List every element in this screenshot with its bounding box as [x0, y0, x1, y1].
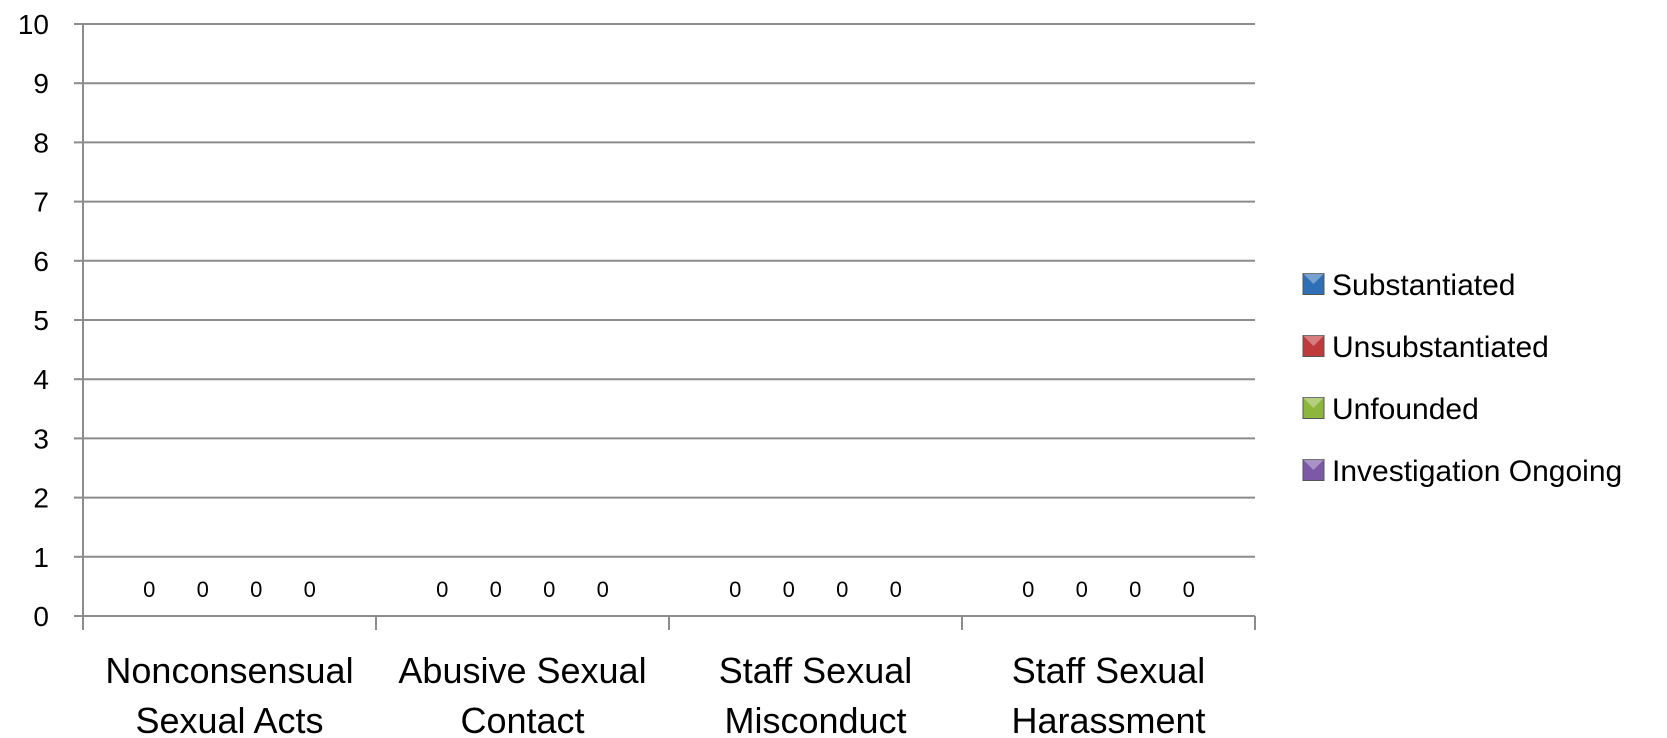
legend-swatch-highlight: [1303, 397, 1324, 408]
x-tick-label: Staff Sexual: [719, 650, 912, 691]
data-label: 0: [597, 577, 609, 602]
y-tick-label: 8: [33, 127, 49, 158]
x-tick-label: Harassment: [1011, 700, 1205, 738]
data-label: 0: [543, 577, 555, 602]
y-tick-label: 7: [33, 187, 49, 218]
x-tick-label: Staff Sexual: [1012, 650, 1205, 691]
y-tick-label: 0: [33, 601, 49, 632]
data-label: 0: [490, 577, 502, 602]
legend-item: Unsubstantiated: [1302, 331, 1549, 364]
data-label: 0: [197, 577, 209, 602]
y-tick-label: 10: [18, 9, 49, 40]
y-tick-label: 6: [33, 246, 49, 277]
data-label: 0: [436, 577, 448, 602]
legend-swatch-highlight: [1303, 273, 1324, 284]
x-tick-label: Contact: [460, 700, 584, 738]
gridlines: [83, 23, 1255, 558]
data-label: 0: [836, 577, 848, 602]
y-tick-label: 3: [33, 423, 49, 454]
legend-label: Investigation Ongoing: [1332, 455, 1622, 488]
data-label: 0: [1022, 577, 1034, 602]
data-label: 0: [1129, 577, 1141, 602]
data-label: 0: [1076, 577, 1088, 602]
legend-label: Unfounded: [1332, 393, 1479, 426]
y-tick-label: 2: [33, 483, 49, 514]
legend: Substantiated Unsubstantiated Unfounded Inv…: [1302, 269, 1622, 488]
legend-item: Unfounded: [1302, 393, 1479, 426]
data-labels: 0 0 0 0 0 0 0 0 0 0 0 0 0 0 0 0: [143, 577, 1195, 602]
legend-item: Investigation Ongoing: [1302, 455, 1622, 488]
legend-swatch: [1302, 335, 1325, 357]
y-tick-label: 5: [33, 305, 49, 336]
legend-swatch: [1302, 397, 1325, 419]
data-label: 0: [304, 577, 316, 602]
x-tick-label: Abusive Sexual: [398, 650, 646, 691]
data-label: 0: [729, 577, 741, 602]
y-tick-label: 9: [33, 68, 49, 99]
data-label: 0: [783, 577, 795, 602]
y-axis: 0 1 2 3 4 5 6 7 8 9 10: [18, 9, 84, 632]
x-axis: Nonconsensual Sexual Acts Abusive Sexual Co…: [82, 615, 1256, 738]
legend-item: Substantiated: [1302, 269, 1515, 302]
legend-swatch: [1302, 459, 1325, 481]
data-label: 0: [1183, 577, 1195, 602]
x-tick-label: Nonconsensual: [105, 650, 353, 691]
legend-label: Unsubstantiated: [1332, 331, 1549, 364]
y-tick-label: 4: [33, 364, 49, 395]
y-tick-label: 1: [33, 542, 49, 573]
legend-swatch-highlight: [1303, 335, 1324, 346]
legend-label: Substantiated: [1332, 269, 1515, 302]
x-tick-label: Sexual Acts: [135, 700, 323, 738]
legend-swatch: [1302, 273, 1325, 295]
data-label: 0: [143, 577, 155, 602]
data-label: 0: [250, 577, 262, 602]
x-tick-label: Misconduct: [724, 700, 906, 738]
legend-swatch-highlight: [1303, 459, 1324, 470]
data-label: 0: [890, 577, 902, 602]
